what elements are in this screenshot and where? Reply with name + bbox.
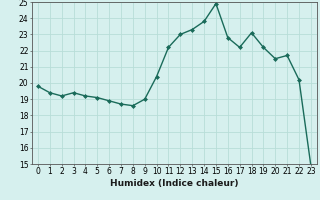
X-axis label: Humidex (Indice chaleur): Humidex (Indice chaleur) <box>110 179 239 188</box>
